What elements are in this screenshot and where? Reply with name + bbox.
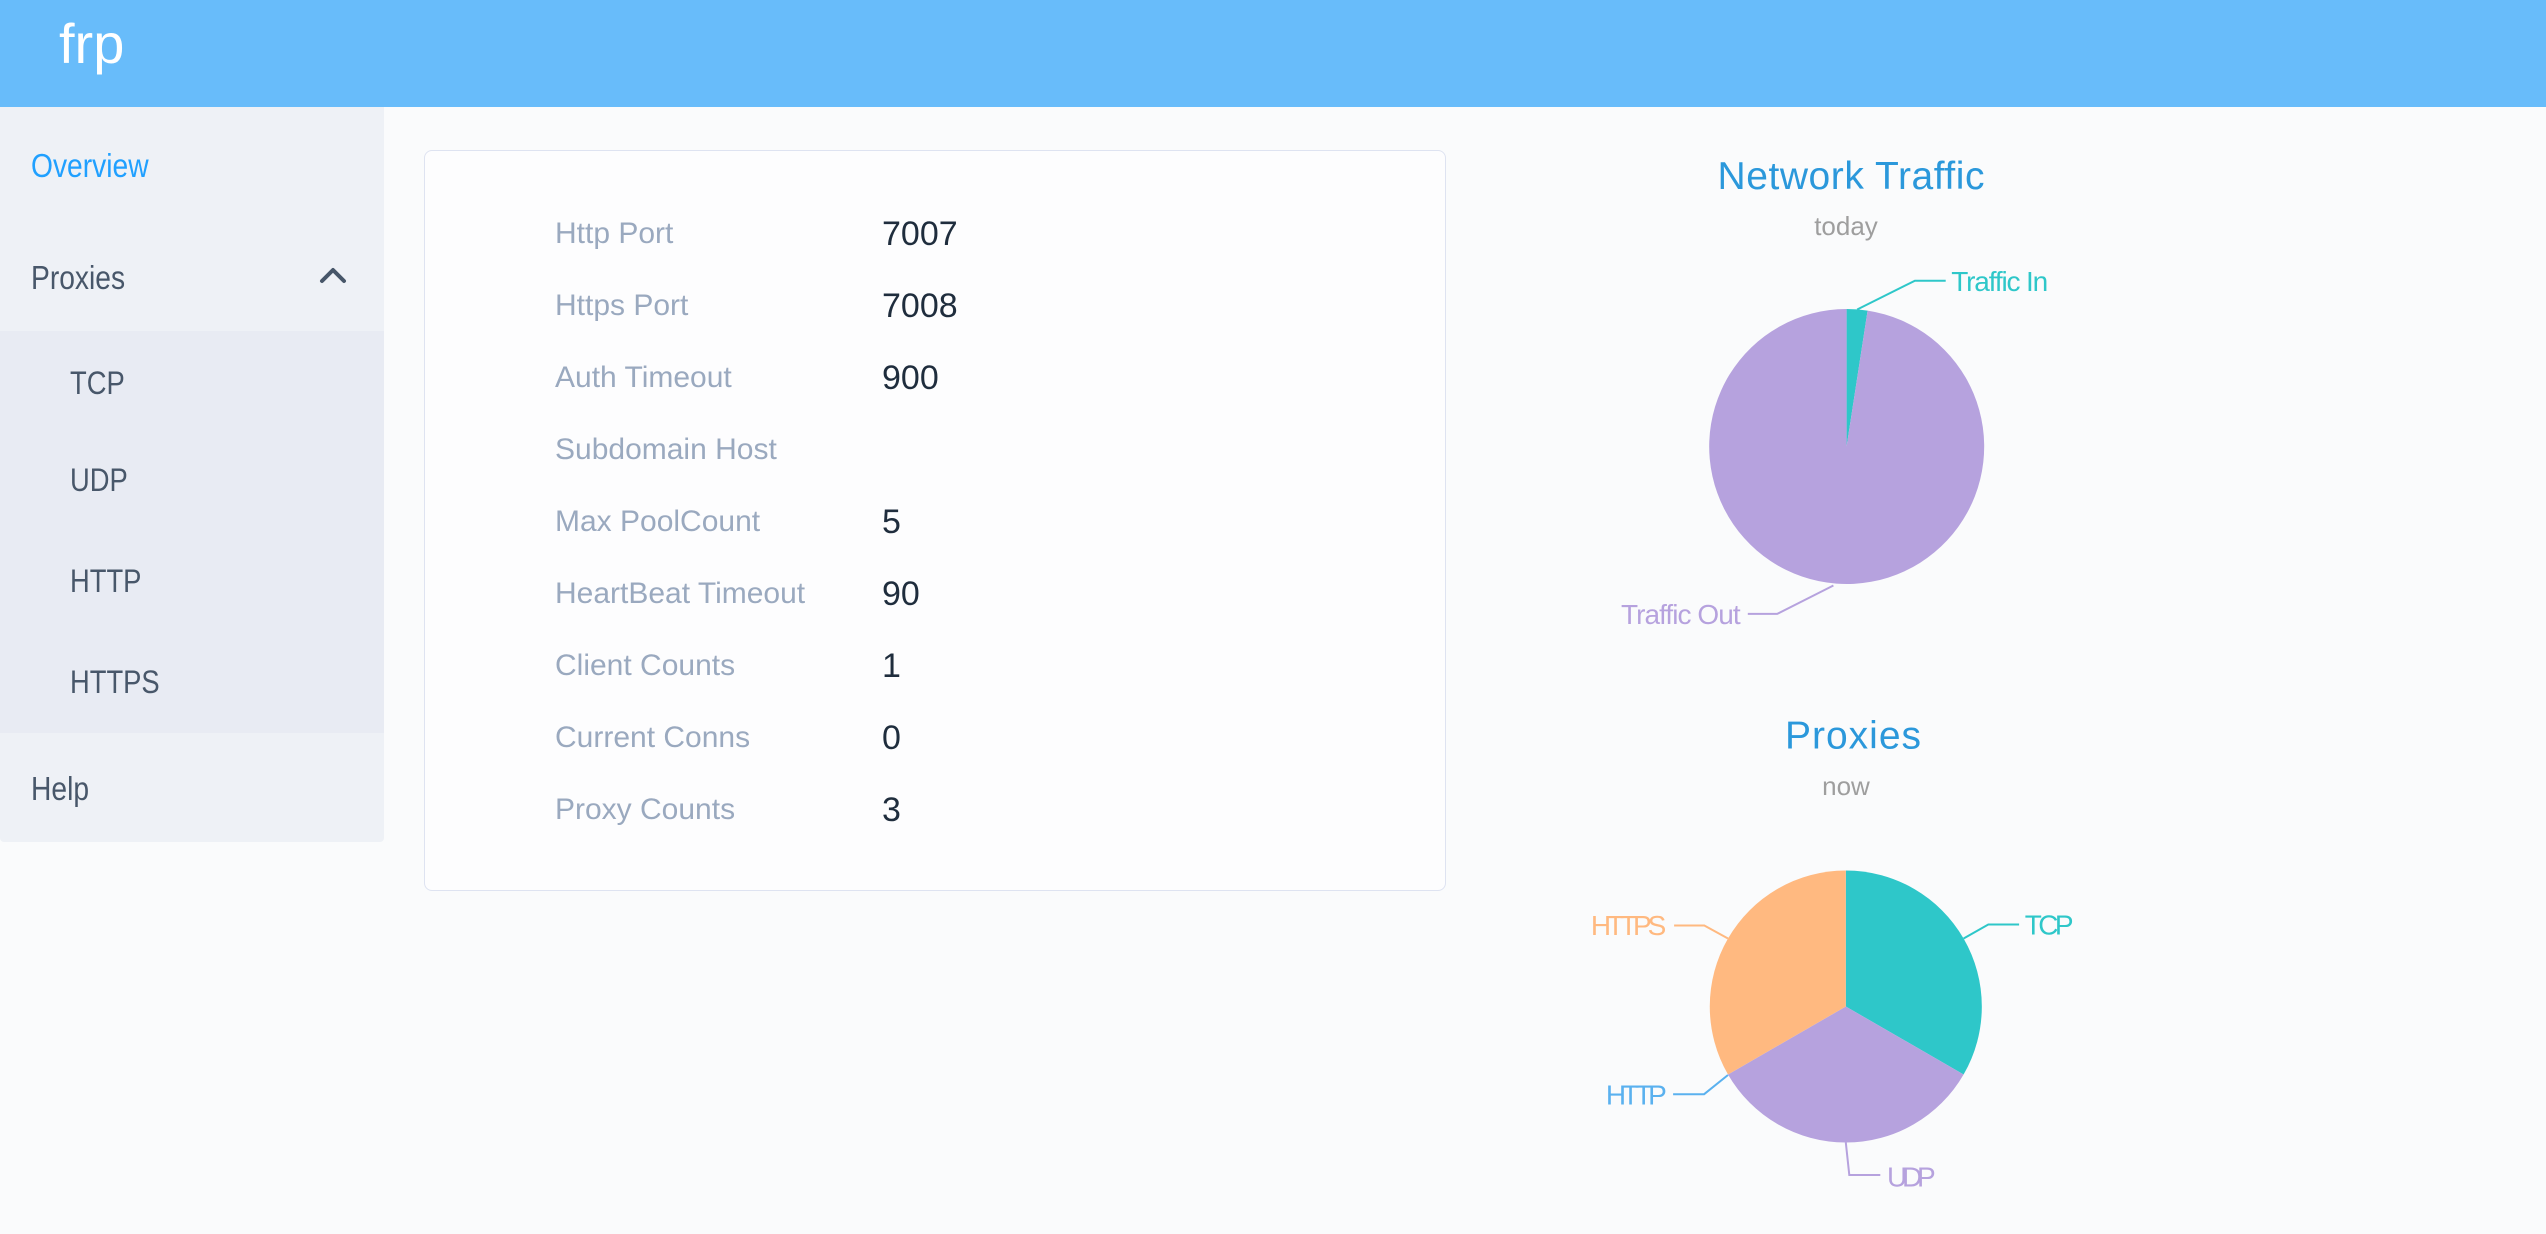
svg-text:Traffic Out: Traffic Out	[1621, 599, 1741, 630]
svg-text:HTTPS: HTTPS	[1591, 910, 1666, 941]
svg-text:today: today	[1814, 211, 1878, 241]
svg-text:TCP: TCP	[2025, 909, 2074, 940]
svg-text:UDP: UDP	[1887, 1161, 1936, 1192]
svg-text:now: now	[1822, 771, 1870, 801]
svg-text:HTTP: HTTP	[1606, 1079, 1667, 1110]
svg-text:Network Traffic: Network Traffic	[1718, 155, 1985, 198]
svg-text:Traffic In: Traffic In	[1951, 266, 2048, 297]
svg-text:Proxies: Proxies	[1785, 715, 1921, 758]
